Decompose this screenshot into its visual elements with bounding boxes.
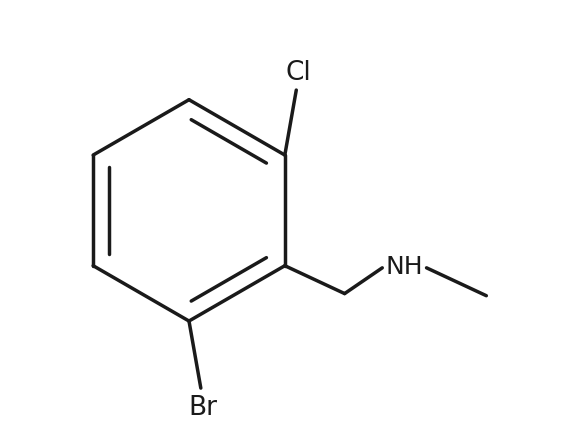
Text: NH: NH bbox=[385, 254, 423, 278]
Text: Cl: Cl bbox=[286, 60, 311, 86]
Text: Br: Br bbox=[188, 394, 218, 420]
